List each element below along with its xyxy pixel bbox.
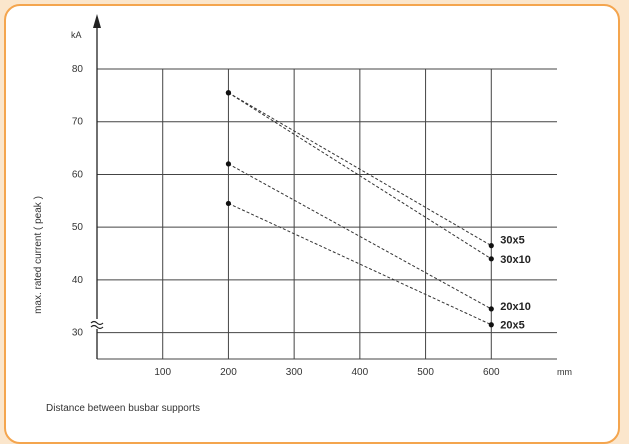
chart-frame (4, 4, 620, 444)
x-tick-label: 400 (352, 367, 369, 378)
axes (90, 14, 104, 359)
y-tick-label: 50 (72, 222, 84, 233)
data-point (488, 306, 494, 312)
y-unit-label: kA (71, 30, 82, 40)
data-point (488, 243, 494, 249)
data-point (488, 322, 494, 328)
series-label: 20x5 (500, 320, 524, 332)
data-point (225, 90, 232, 96)
x-tick-label: 300 (286, 367, 303, 378)
series-line-20x10 (228, 163, 492, 310)
series-line-30x10 (228, 92, 492, 260)
y-tick-label: 70 (72, 117, 84, 128)
busbar-chart: 100 200 300 400 500 600 30 40 50 60 70 80 kA mm max… (33, 14, 572, 378)
y-tick-label: 60 (72, 169, 84, 180)
grid (97, 68, 557, 360)
series-label: 30x10 (500, 254, 531, 266)
data-point (225, 200, 232, 207)
y-tick-label: 30 (72, 328, 84, 339)
y-tick-label: 40 (72, 275, 84, 286)
data-point (488, 256, 494, 262)
x-tick-label: 100 (154, 367, 171, 378)
series-line-30x5 (228, 92, 492, 247)
y-axis-arrow (93, 14, 101, 28)
series-label: 20x10 (500, 301, 531, 313)
x-tick-label: 200 (220, 367, 237, 378)
y-tick-label: 80 (72, 64, 84, 75)
x-tick-label: 600 (483, 367, 500, 378)
y-axis-title: max. rated current ( peak ) (33, 196, 44, 314)
x-tick-label: 500 (417, 367, 434, 378)
x-axis-title: Distance between busbar supports (46, 403, 200, 414)
x-unit-label: mm (557, 367, 572, 377)
series-label: 30x5 (500, 235, 524, 247)
series-line-20x5 (228, 203, 492, 326)
axis-break-icon (90, 319, 104, 330)
data-point (225, 161, 232, 167)
series-group: 30x5 30x10 20x10 20x5 (225, 90, 531, 332)
tick-labels: 100 200 300 400 500 600 30 40 50 60 70 80 (72, 64, 500, 378)
